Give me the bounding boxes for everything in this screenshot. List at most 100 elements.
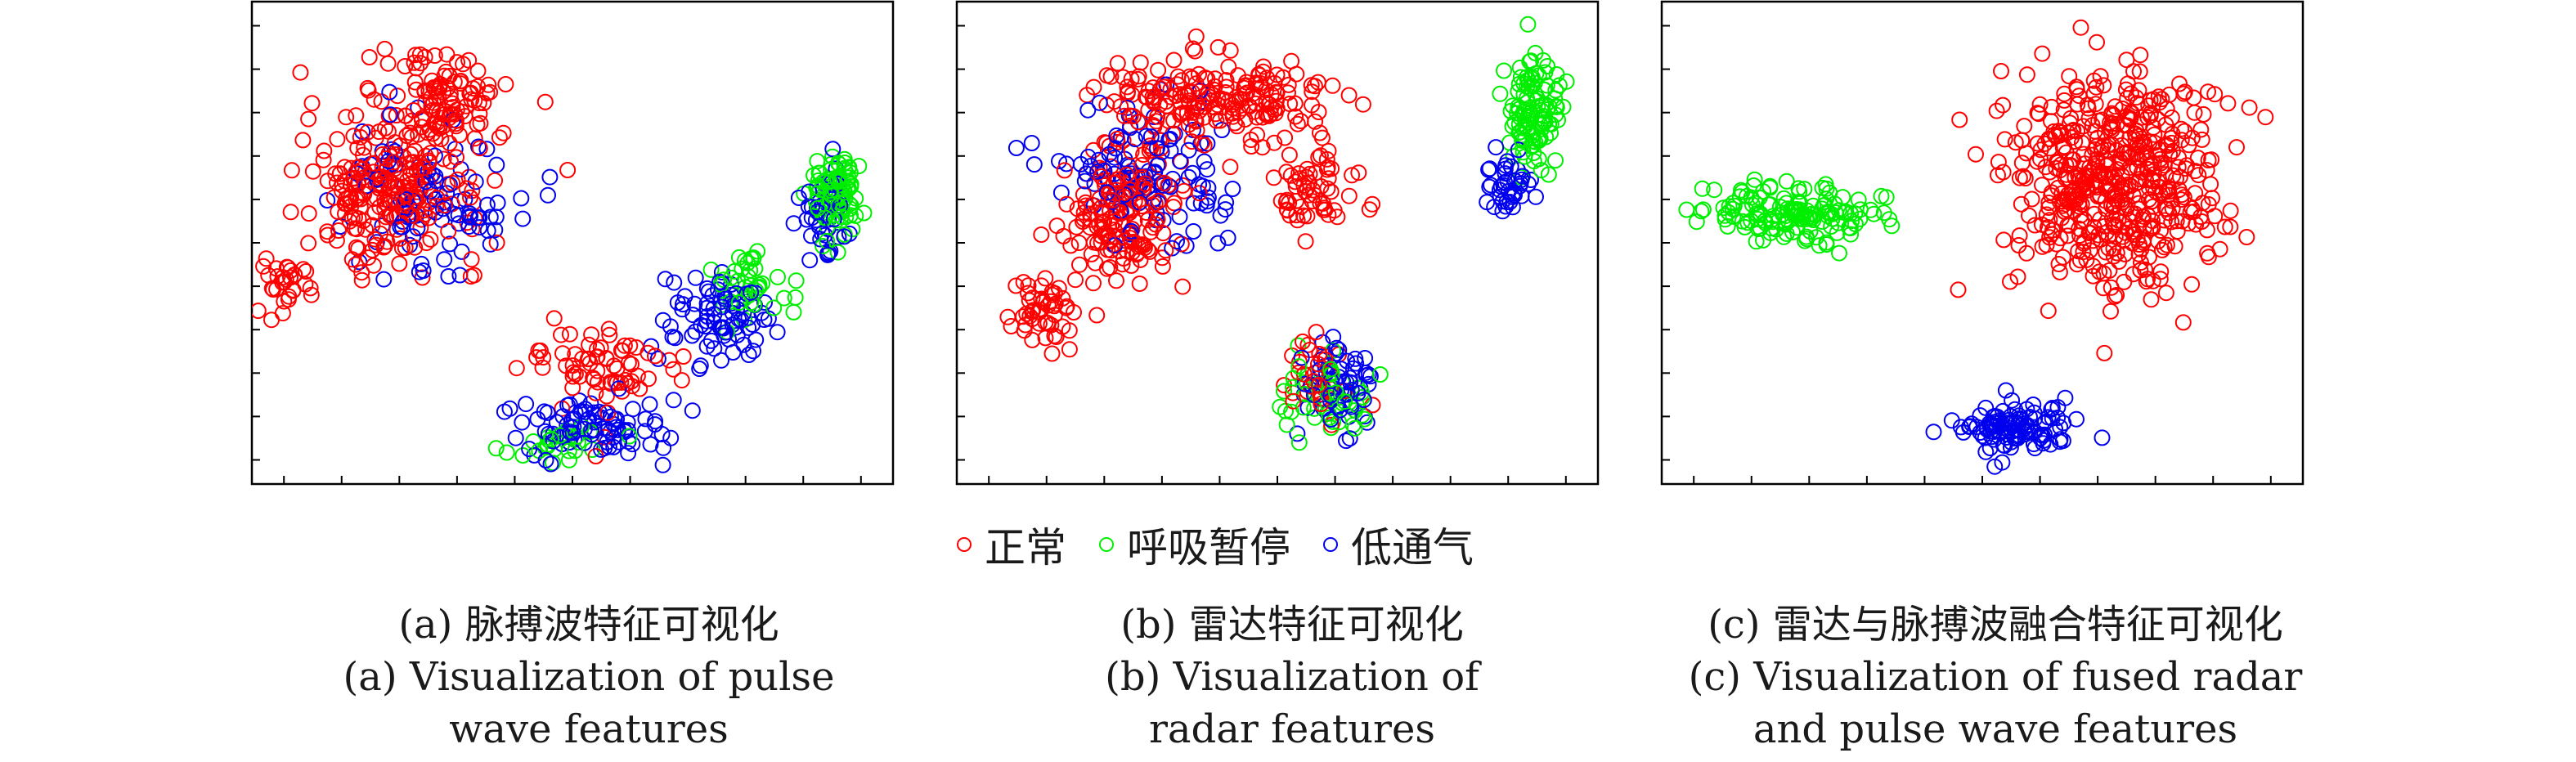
point-series-1: [2100, 136, 2117, 153]
point-series-1: [1145, 79, 1161, 96]
point-series-3: [1219, 229, 1236, 246]
point-series-1: [2041, 229, 2058, 246]
point-series-1: [598, 350, 615, 367]
point-series-2: [1295, 374, 1312, 391]
point-series-1: [2173, 120, 2190, 137]
point-series-2: [829, 155, 846, 172]
point-series-1: [1183, 133, 1200, 150]
point-series-2: [1842, 226, 1860, 243]
point-series-1: [545, 310, 563, 327]
point-series-3: [674, 301, 691, 318]
point-series-1: [1310, 376, 1327, 393]
point-series-1: [366, 164, 382, 181]
point-series-3: [1008, 140, 1025, 156]
point-series-1: [581, 336, 598, 353]
point-series-1: [2096, 344, 2113, 361]
point-series-1: [2127, 132, 2144, 149]
point-series-1: [376, 199, 393, 217]
point-series-1: [2152, 222, 2169, 239]
point-series-2: [1272, 398, 1289, 415]
point-series-3: [1499, 153, 1516, 170]
point-series-2: [832, 208, 850, 226]
point-series-1: [2002, 273, 2018, 290]
point-series-1: [389, 178, 406, 195]
point-series-1: [2228, 139, 2245, 156]
point-series-2: [1878, 189, 1895, 206]
point-series-1: [2040, 219, 2056, 235]
point-series-3: [687, 269, 704, 286]
point-series-3: [521, 441, 538, 458]
point-series-3: [1192, 195, 1209, 212]
point-series-1: [2180, 215, 2197, 232]
caption-b: (b) 雷达特征可视化 (b) Visualization of radar f…: [957, 598, 1627, 755]
point-series-1: [441, 135, 458, 152]
point-series-3: [2068, 410, 2085, 428]
point-series-3: [513, 190, 530, 207]
point-series-1: [2075, 244, 2092, 261]
point-series-1: [1093, 168, 1110, 185]
point-series-1: [2013, 132, 2031, 149]
point-series-1: [1150, 61, 1167, 78]
point-series-1: [2152, 159, 2170, 177]
point-series-1: [298, 263, 315, 280]
legend-marker-hypopnea: [1323, 537, 1338, 552]
point-series-3: [1138, 128, 1155, 145]
point-series-1: [2132, 116, 2149, 133]
point-series-1: [1093, 234, 1110, 251]
point-series-2: [1881, 211, 1898, 228]
point-series-1: [2193, 213, 2210, 230]
point-series-1: [1319, 161, 1335, 178]
point-series-1: [601, 326, 618, 343]
point-series-3: [529, 410, 546, 428]
point-series-2: [836, 184, 853, 201]
point-series-3: [1199, 161, 1216, 178]
point-series-1: [1199, 70, 1216, 87]
point-series-3: [611, 433, 627, 450]
point-series-1: [399, 172, 416, 189]
point-series-1: [315, 151, 332, 168]
point-series-1: [2189, 150, 2206, 167]
point-series-1: [536, 93, 554, 110]
point-series-3: [478, 141, 496, 158]
point-series-1: [343, 189, 360, 206]
point-series-1: [379, 55, 397, 72]
point-series-3: [405, 228, 421, 245]
point-series-3: [684, 327, 701, 344]
point-series-1: [1196, 137, 1213, 154]
point-series-1: [1062, 237, 1079, 254]
point-series-1: [1058, 195, 1075, 213]
point-series-3: [654, 456, 671, 473]
point-series-1: [2038, 206, 2055, 223]
point-series-1: [1995, 231, 2013, 249]
point-series-3: [740, 347, 757, 363]
point-series-1: [2017, 170, 2034, 187]
point-series-1: [1995, 96, 2012, 114]
point-series-1: [2040, 303, 2057, 320]
point-series-3: [1171, 208, 1188, 226]
point-series-1: [1106, 213, 1124, 230]
point-series-2: [1787, 201, 1804, 218]
point-series-1: [2200, 83, 2216, 101]
point-series-3: [470, 138, 487, 155]
point-series-1: [673, 372, 690, 389]
point-series-2: [1527, 85, 1544, 102]
point-series-1: [2171, 75, 2188, 92]
point-series-3: [702, 332, 720, 349]
point-series-1: [438, 46, 456, 63]
point-series-1: [1085, 275, 1102, 292]
point-series-1: [263, 312, 280, 329]
point-series-1: [600, 320, 617, 338]
point-series-1: [405, 154, 422, 171]
point-series-1: [2089, 188, 2107, 205]
point-series-1: [2114, 177, 2130, 194]
point-series-1: [1122, 182, 1139, 199]
point-series-1: [589, 374, 606, 391]
point-series-2: [1319, 385, 1336, 402]
legend-marker-apnea: [1099, 537, 1114, 552]
point-series-3: [836, 228, 853, 245]
caption-a-en-line1: (a) Visualization of pulse: [343, 654, 835, 700]
point-series-1: [2142, 220, 2159, 237]
point-series-3: [1483, 177, 1500, 194]
point-series-3: [2049, 399, 2067, 416]
point-series-1: [1245, 85, 1262, 102]
